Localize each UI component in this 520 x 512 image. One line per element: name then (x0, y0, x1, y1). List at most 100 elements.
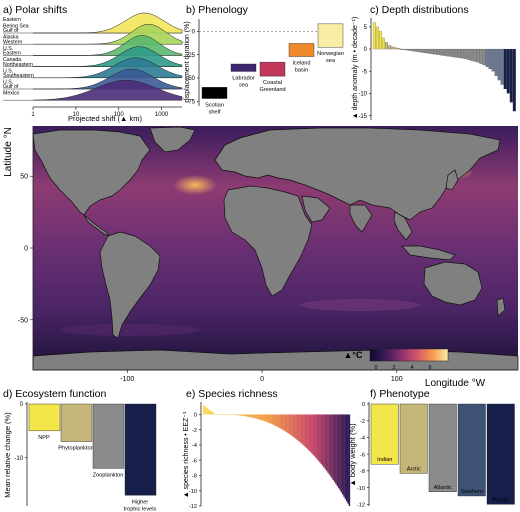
panel-d-bar (28, 403, 61, 432)
panel-e-bar (284, 414, 287, 432)
panel-e-bar (324, 414, 327, 470)
panel-e-bar (213, 413, 216, 415)
panel-e-bar (217, 414, 220, 415)
panel-d-category-label: Phytoplankton (58, 446, 93, 452)
panel-a-region-label: Northeastern (3, 62, 33, 68)
panel-e-bar (317, 414, 320, 461)
panel-e-bar (204, 406, 206, 415)
panel-e-bar (227, 414, 229, 415)
panel-e-bar (320, 414, 323, 465)
panel-a-x-tick-label: 10 (73, 112, 80, 118)
panel-e-bar (216, 414, 218, 415)
panel-e-bar (231, 414, 233, 415)
land-south-america (99, 231, 161, 339)
panel-a-region-label: U.S. (3, 68, 13, 74)
panel-b-y-tick-label: -75 (186, 100, 195, 106)
panel-e-bar (339, 414, 341, 491)
panel-e-bar (296, 414, 299, 440)
panel-e-bar (207, 408, 209, 415)
panel-c-bar (500, 48, 504, 85)
map-x-tick-label: 100 (391, 376, 403, 383)
panel-e-bar (312, 414, 315, 455)
panel-f-y-tick-label: -10 (357, 486, 365, 492)
panel-c-bar (470, 48, 474, 61)
panel-e-bar (291, 414, 293, 436)
panel-e-bar (313, 414, 316, 457)
panel-c-bar (397, 48, 401, 50)
panel-b-title: b) Phenology (186, 4, 249, 16)
panel-e-y-tick-label: -10 (189, 489, 197, 495)
panel-a-x-tick-label: 1000 (155, 112, 169, 118)
panel-e-bar (256, 414, 258, 419)
panel-c-bar (506, 48, 510, 94)
land-new-zealand (496, 297, 506, 317)
panel-a-title: a) Polar shifts (3, 4, 67, 16)
panel-e-bar (323, 414, 325, 468)
panel-b-category-label: shelf (209, 110, 221, 116)
panel-c-y-tick-label: 5 (364, 25, 368, 31)
panel-e-bar (285, 414, 288, 433)
colorbar-tick-label: 0 (374, 365, 377, 371)
panel-e-bar (237, 414, 240, 416)
colorbar-tick-label: 4 (410, 365, 413, 371)
panel-e-bar (292, 414, 295, 437)
panel-c-bar (461, 48, 465, 59)
colorbar-tick-label: 2 (392, 365, 395, 371)
map-y-label: Latitude °N (3, 127, 14, 177)
panel-d-bar (124, 403, 157, 496)
panel-e-y-tick-label: -2 (192, 428, 197, 434)
panel-a-region-label: U.S. (3, 46, 13, 52)
panel-a-x-tick-label: 1 (31, 112, 35, 118)
panel-c-bar (391, 46, 395, 50)
panel-e-bar (299, 414, 301, 443)
panel-c-bar (512, 48, 516, 112)
panel-e-bar (328, 414, 331, 475)
panel-e-richness: e) Species richness ▲ species richness •… (183, 388, 351, 510)
panel-e-bar (208, 409, 210, 415)
panel-d-category-label: trophic levels (124, 506, 157, 512)
panel-c-bar (427, 48, 431, 54)
panel-e-bar (215, 414, 217, 415)
panel-c-bar (382, 37, 385, 50)
panel-e-bar (337, 414, 340, 489)
land-north-america (32, 129, 151, 216)
panel-a-region-label: Gulf of (3, 84, 19, 90)
panel-c-bar (415, 48, 419, 52)
panel-a-region-label: Canada (3, 57, 21, 63)
panel-e-bar (288, 414, 291, 434)
panel-e-bar (248, 414, 250, 417)
panel-c-bar (479, 48, 483, 64)
panel-e-bar (251, 414, 253, 418)
panel-e-bar (343, 414, 345, 497)
panel-a-region-label: Eastern (3, 17, 21, 23)
panel-e-bar (245, 414, 248, 417)
panel-c-bar (412, 48, 416, 52)
panel-e-bar (264, 414, 266, 422)
panel-c-depth: c) Depth distributions 5 0 -5 -10 -15 ▲ dept… (352, 4, 516, 120)
panel-e-bar (229, 414, 232, 415)
panel-c-bar (482, 48, 486, 66)
panel-e-bar (253, 414, 256, 419)
panel-c-bar (467, 48, 471, 60)
panel-a-x-label: Projected shift (▲ km) (68, 114, 143, 123)
panel-c-bar (509, 48, 513, 103)
panel-e-bar (316, 414, 319, 460)
panel-e-bar (221, 414, 224, 415)
panel-c-y-tick-label: -15 (358, 114, 367, 120)
panel-b-category-label: Iceland (292, 61, 310, 67)
panel-c-bar (458, 48, 462, 59)
panel-c-y-tick-label: 0 (364, 47, 368, 53)
panel-c-title: c) Depth distributions (370, 4, 469, 16)
land-australia (423, 261, 483, 306)
panel-e-bar (331, 414, 333, 479)
panel-e-bar (293, 414, 296, 438)
panel-e-bar (220, 414, 222, 415)
panel-e-bar (249, 414, 252, 418)
panel-e-bar (263, 414, 265, 421)
panel-e-bar (233, 414, 236, 416)
panel-c-bar (418, 48, 422, 53)
panel-f-bar (457, 403, 486, 497)
panel-f-bar (428, 403, 457, 492)
panel-e-bar (232, 414, 234, 415)
panel-e-bar (305, 414, 308, 449)
